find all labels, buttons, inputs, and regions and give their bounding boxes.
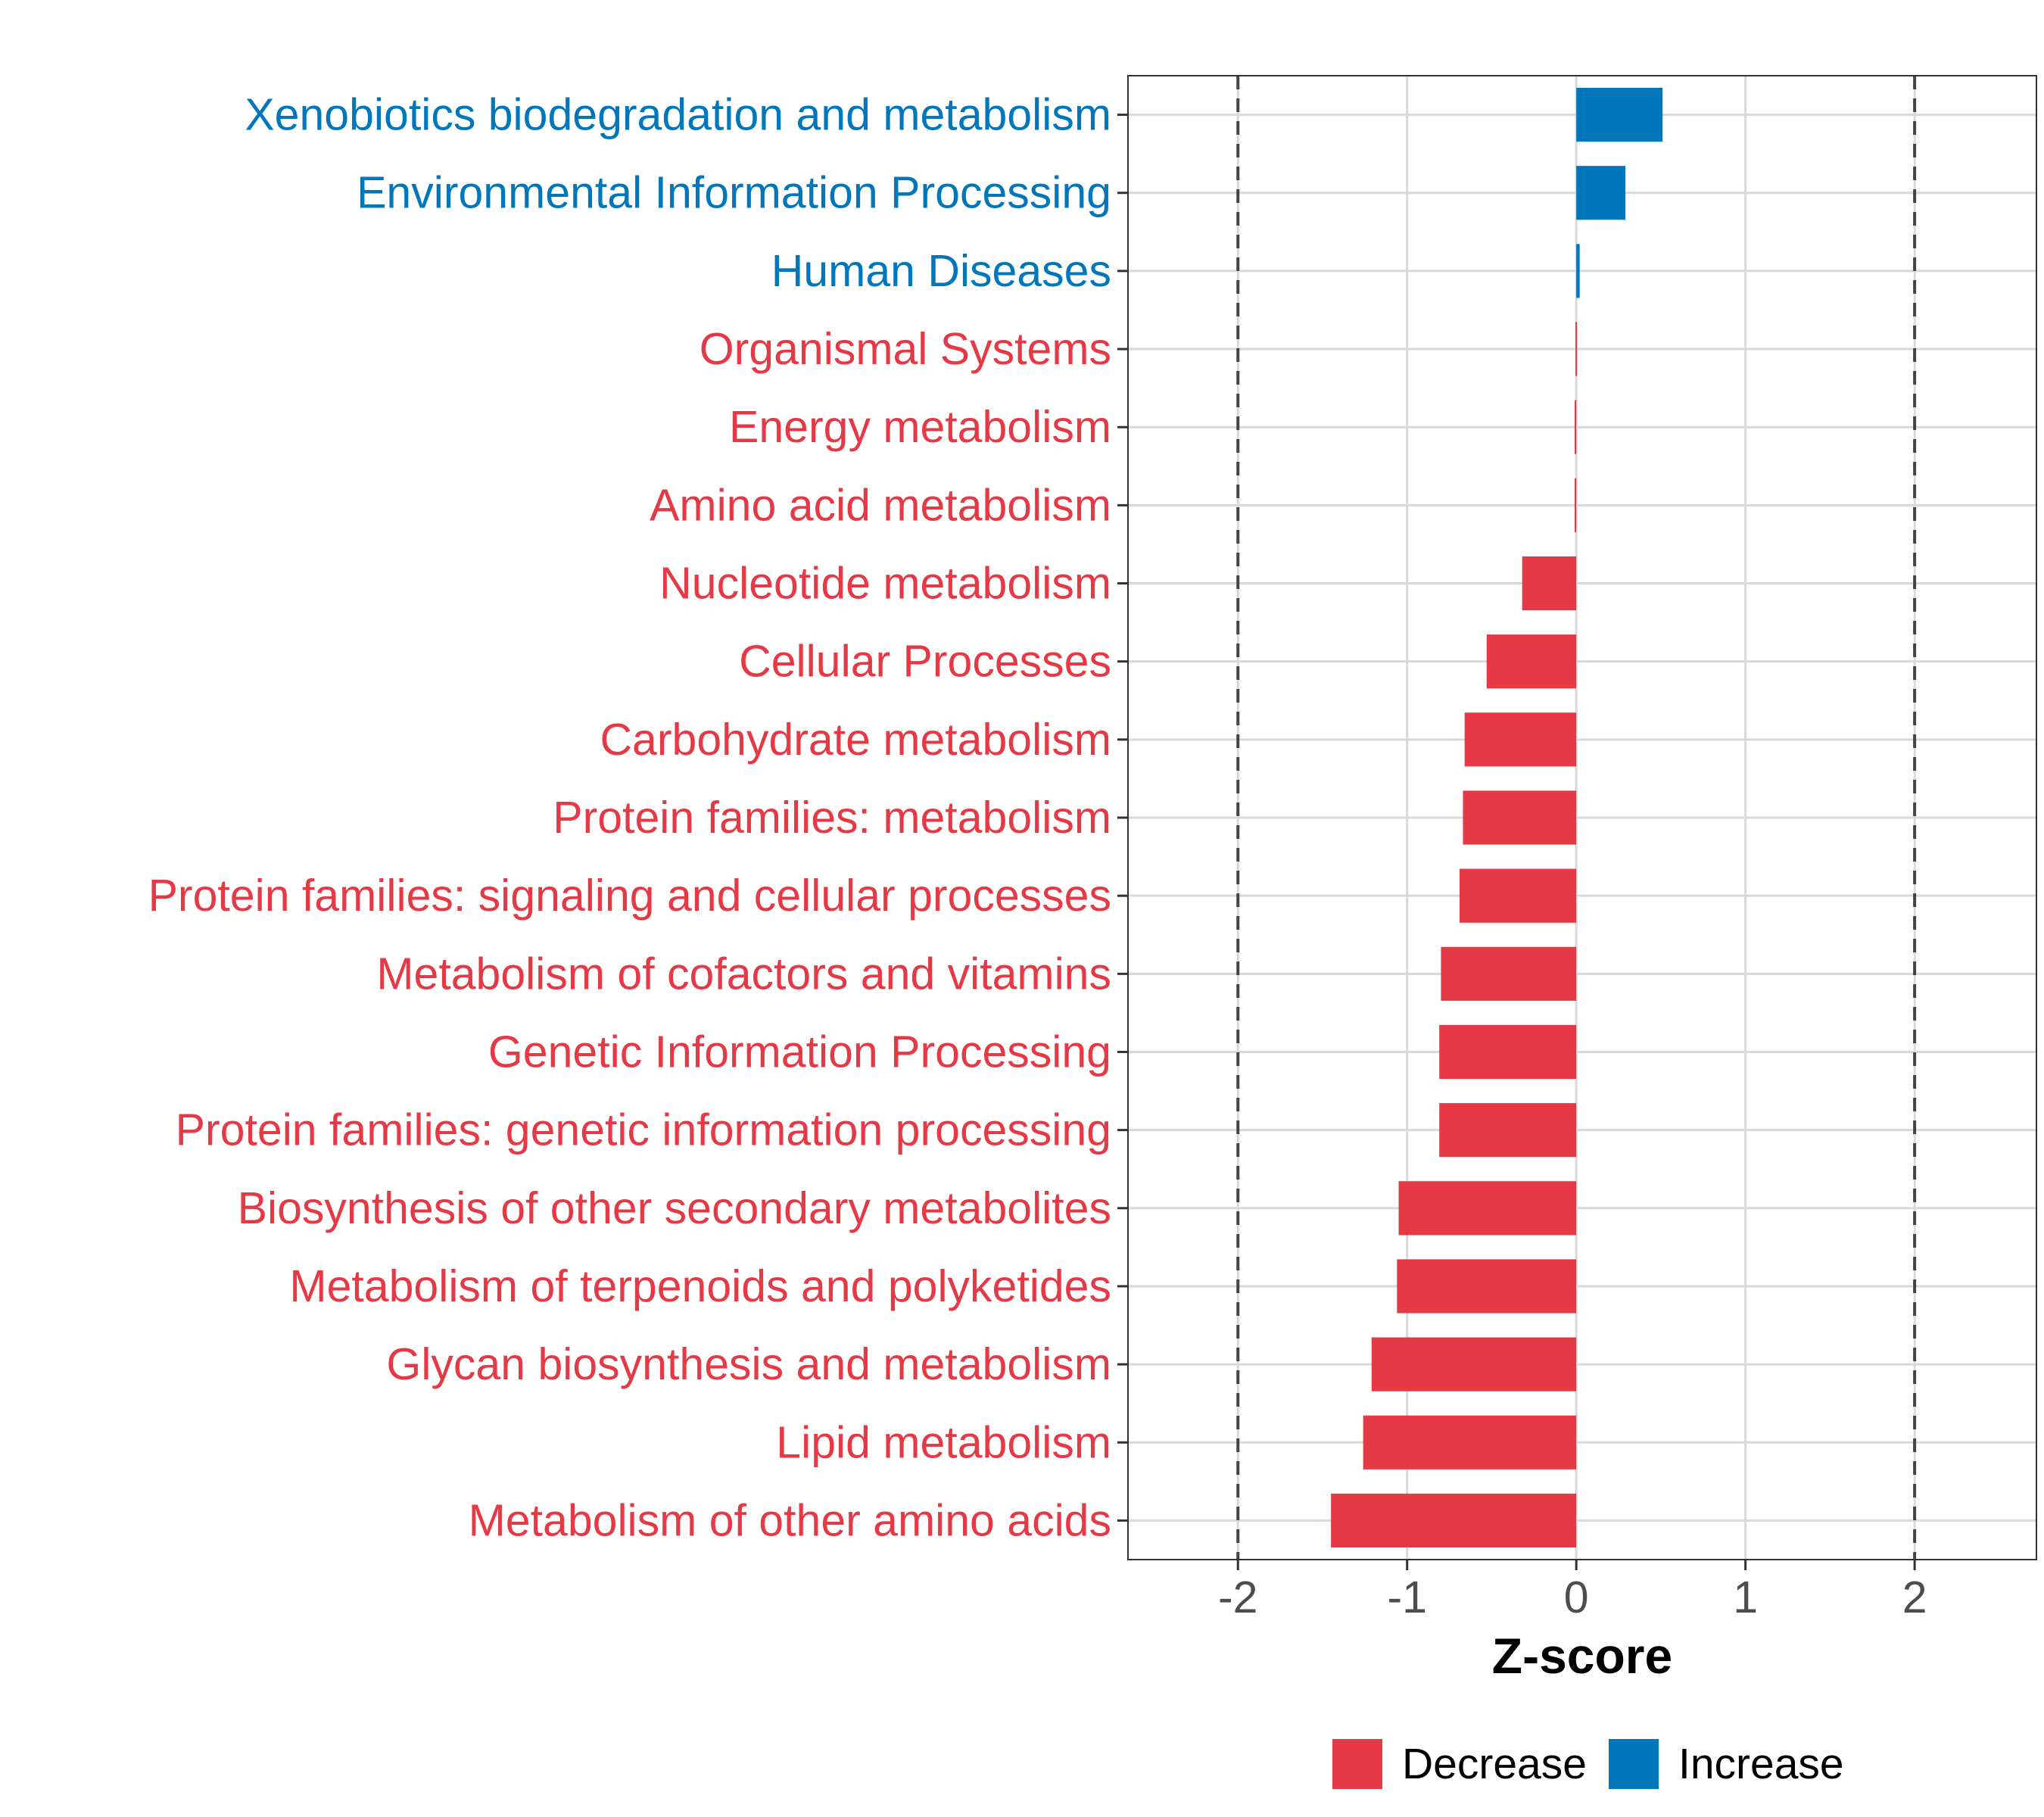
x-axis-title: Z-score [1492,1628,1672,1684]
y-tick-label: Protein families: genetic information pr… [176,1105,1111,1155]
bar [1522,556,1577,611]
y-tick-label: Genetic Information Processing [488,1027,1111,1077]
bar [1441,946,1577,1001]
y-tick-label: Cellular Processes [739,637,1111,687]
y-tick-label: Metabolism of cofactors and vitamins [376,949,1111,999]
y-tick-label: Metabolism of other amino acids [469,1495,1111,1545]
y-tick-label: Xenobiotics biodegradation and metabolis… [245,90,1111,140]
y-tick-label: Carbohydrate metabolism [600,715,1111,765]
legend-label: Decrease [1402,1740,1587,1788]
legend: Decrease Increase [1332,1739,1844,1789]
bar [1439,1024,1577,1080]
bar [1398,1181,1577,1236]
bar [1439,1103,1577,1158]
bar [1576,166,1625,220]
bar [1463,790,1577,845]
legend-label: Increase [1678,1740,1844,1788]
x-tick-label: 2 [1902,1572,1927,1622]
y-tick-label: Energy metabolism [729,402,1111,452]
x-tick-label: 0 [1564,1572,1589,1622]
bar [1397,1259,1577,1314]
y-tick-label: Nucleotide metabolism [659,559,1111,609]
grid [1128,76,2036,1560]
x-axis: -2 -1 0 1 2 [1218,1560,1927,1622]
y-tick-label: Organismal Systems [700,324,1111,374]
y-tick-label: Amino acid metabolism [650,480,1111,530]
x-tick-label: 1 [1733,1572,1758,1622]
x-tick-label: -1 [1387,1572,1426,1622]
y-tick-label: Protein families: metabolism [553,793,1111,843]
bar [1574,478,1577,532]
threshold-lines [1236,76,1917,1560]
bar [1363,1415,1577,1469]
y-tick-label: Protein families: signaling and cellular… [148,871,1111,921]
legend-key [1609,1739,1659,1789]
bars [1331,87,1663,1548]
bar [1371,1337,1577,1392]
y-tick-label: Environmental Information Processing [357,168,1111,218]
bar [1575,322,1578,376]
bar [1459,868,1577,923]
bar [1574,400,1577,454]
bar [1331,1493,1577,1548]
y-axis: Xenobiotics biodegradation and metabolis… [148,90,1128,1545]
y-tick-label: Lipid metabolism [776,1417,1111,1467]
bar [1576,244,1580,298]
y-tick-label: Glycan biosynthesis and metabolism [386,1339,1111,1389]
y-tick-label: Human Diseases [771,246,1111,296]
x-tick-label: -2 [1218,1572,1257,1622]
y-tick-label: Metabolism of terpenoids and polyketides [289,1261,1111,1311]
bar [1486,634,1577,689]
legend-key [1332,1739,1382,1789]
bar [1576,87,1663,142]
bar [1464,712,1577,767]
y-tick-label: Biosynthesis of other secondary metaboli… [238,1183,1111,1233]
